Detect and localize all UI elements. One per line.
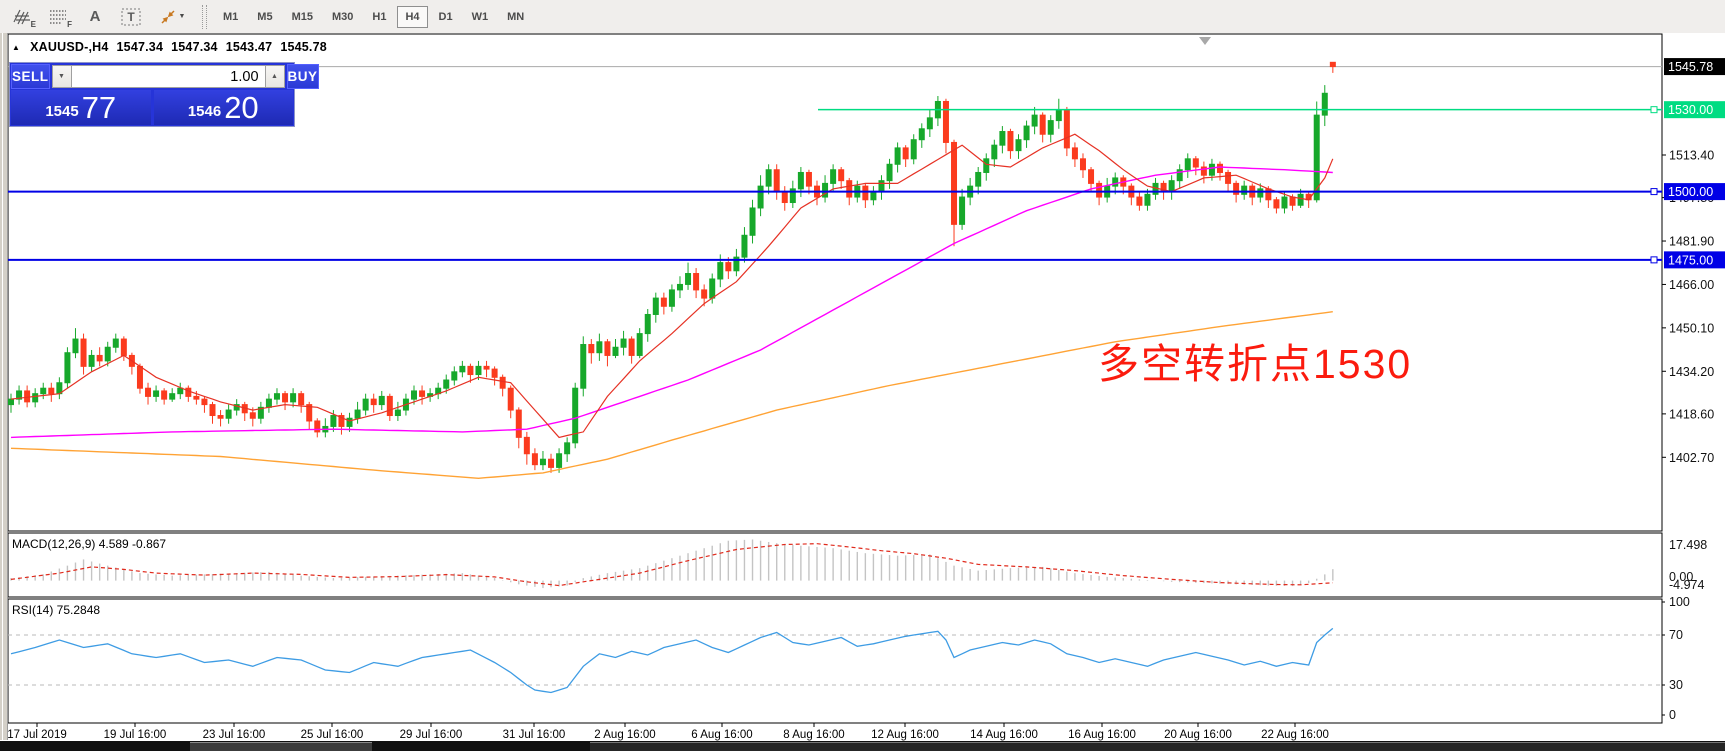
ohlc-low: 1543.47 — [225, 40, 273, 54]
rsi-line[interactable] — [10, 627, 1334, 694]
tab-timeframe-m5[interactable]: M5 — [249, 6, 280, 28]
svg-text:31 Jul 16:00: 31 Jul 16:00 — [503, 729, 566, 741]
sell-price-tile[interactable]: 1545 77 — [11, 90, 151, 125]
experts-icon[interactable]: E — [8, 4, 38, 30]
tab-timeframe-w1[interactable]: W1 — [464, 6, 497, 28]
svg-text:23 Jul 16:00: 23 Jul 16:00 — [203, 729, 266, 741]
ohlc-open: 1547.34 — [116, 40, 164, 54]
window-left-frame — [0, 33, 8, 740]
svg-text:70: 70 — [1669, 628, 1683, 642]
text-label-icon[interactable]: A — [80, 4, 110, 30]
price-level-badge[interactable]: 1500.00 — [1664, 183, 1725, 201]
ma-fast-line[interactable] — [10, 133, 1334, 439]
toolbar-separator — [202, 4, 207, 29]
chevron-down-icon: ▼ — [178, 13, 186, 20]
sell-button[interactable]: SELL — [11, 64, 50, 89]
svg-text:19 Jul 16:00: 19 Jul 16:00 — [104, 729, 167, 741]
svg-text:20 Aug 16:00: 20 Aug 16:00 — [1164, 729, 1232, 741]
macd-histogram[interactable] — [10, 539, 1334, 589]
time-axis[interactable]: 17 Jul 2019 19 Jul 16:00 23 Jul 16:00 25 Ju… — [7, 723, 1329, 741]
svg-text:0.00: 0.00 — [1669, 570, 1693, 584]
chart-text-annotation[interactable]: 多空转折点1530 — [1098, 341, 1413, 387]
svg-text:1545.78: 1545.78 — [1668, 60, 1713, 74]
footprints-icon[interactable]: F — [44, 4, 74, 30]
ohlc-close: 1545.78 — [280, 40, 327, 54]
tab-timeframe-m1[interactable]: M1 — [215, 6, 246, 28]
svg-text:17 Jul 2019: 17 Jul 2019 — [7, 729, 66, 741]
buy-price-pips: 20 — [224, 90, 259, 125]
svg-text:25 Jul 16:00: 25 Jul 16:00 — [301, 729, 364, 741]
svg-text:6 Aug 16:00: 6 Aug 16:00 — [691, 729, 752, 741]
toolbar: E F A T ▼ M1 M5 M15 M30 H1 H4 — [0, 0, 1725, 33]
sell-price-pips: 77 — [81, 90, 117, 125]
text-box-icon[interactable]: T — [116, 4, 146, 30]
price-level-badge[interactable]: 1475.00 — [1664, 251, 1725, 269]
hline-handle[interactable] — [1650, 256, 1658, 264]
macd-label: MACD(12,26,9) 4.589 -0.867 — [12, 537, 167, 551]
bottom-bar-segment — [590, 742, 1725, 751]
svg-text:8 Aug 16:00: 8 Aug 16:00 — [783, 729, 844, 741]
volume-box: ▼ ▲ — [49, 64, 287, 89]
svg-text:1530.00: 1530.00 — [1668, 103, 1713, 117]
tab-timeframe-h4[interactable]: H4 — [397, 5, 428, 28]
symbol-name: XAUUSD-,H4 — [30, 40, 109, 54]
svg-text:1500.00: 1500.00 — [1668, 185, 1713, 199]
buy-price-main: 1546 — [187, 103, 222, 120]
ohlc-high: 1547.34 — [171, 40, 218, 54]
sell-price-main: 1545 — [45, 103, 79, 120]
bottom-bar — [0, 741, 1725, 751]
volume-input[interactable] — [71, 65, 265, 88]
svg-text:2 Aug 16:00: 2 Aug 16:00 — [594, 729, 655, 741]
price-level-badge[interactable]: 1530.00 — [1664, 101, 1725, 119]
svg-text:22 Aug 16:00: 22 Aug 16:00 — [1261, 729, 1329, 741]
svg-text:100: 100 — [1669, 595, 1690, 609]
symbol-ohlc-header: ▲ XAUUSD-,H4 1547.34 1547.34 1543.47 154… — [12, 40, 327, 54]
svg-text:1434.20: 1434.20 — [1669, 365, 1714, 379]
rsi-label: RSI(14) 75.2848 — [12, 603, 101, 617]
chart-shift-marker-icon[interactable] — [1199, 37, 1211, 45]
candles[interactable] — [8, 61, 1336, 473]
hline-handle[interactable] — [1650, 188, 1658, 196]
svg-text:14 Aug 16:00: 14 Aug 16:00 — [970, 729, 1038, 741]
svg-text:T: T — [127, 10, 135, 24]
svg-text:29 Jul 16:00: 29 Jul 16:00 — [400, 729, 463, 741]
volume-increase-button[interactable]: ▲ — [264, 65, 285, 88]
tab-timeframe-mn[interactable]: MN — [499, 6, 532, 28]
tab-timeframe-m15[interactable]: M15 — [284, 6, 321, 28]
svg-text:1513.40: 1513.40 — [1669, 149, 1714, 163]
svg-text:1475.00: 1475.00 — [1668, 253, 1713, 267]
svg-text:12 Aug 16:00: 12 Aug 16:00 — [871, 729, 939, 741]
tab-timeframe-d1[interactable]: D1 — [431, 6, 461, 28]
tab-timeframe-h1[interactable]: H1 — [364, 6, 394, 28]
bottom-bar-segment — [190, 742, 372, 751]
svg-text:1450.10: 1450.10 — [1669, 321, 1714, 335]
svg-text:1481.90: 1481.90 — [1669, 235, 1714, 249]
buy-price-tile[interactable]: 1546 20 — [153, 90, 293, 125]
hline-handle[interactable] — [1650, 106, 1658, 114]
svg-text:0: 0 — [1669, 708, 1676, 722]
macd-signal-line[interactable] — [10, 543, 1333, 587]
svg-text:16 Aug 16:00: 16 Aug 16:00 — [1068, 729, 1136, 741]
buy-button[interactable]: BUY — [286, 64, 319, 89]
svg-text:-4.974: -4.974 — [1669, 578, 1704, 592]
collapse-trade-panel-icon[interactable]: ▲ — [12, 42, 21, 52]
ma-mid-line[interactable] — [10, 166, 1333, 439]
svg-text:1418.60: 1418.60 — [1669, 407, 1714, 421]
arrow-objects-icon[interactable]: ▼ — [152, 4, 192, 30]
ma-slow-line[interactable] — [10, 311, 1333, 480]
svg-text:30: 30 — [1669, 678, 1683, 692]
one-click-trade-panel: SELL ▼ ▲ BUY 1545 77 1546 20 — [9, 62, 319, 127]
current-price-badge[interactable]: 1545.78 — [1664, 58, 1725, 76]
tab-timeframe-m30[interactable]: M30 — [324, 6, 361, 28]
volume-decrease-button[interactable]: ▼ — [51, 65, 72, 88]
svg-text:1402.70: 1402.70 — [1669, 451, 1714, 465]
svg-text:1466.00: 1466.00 — [1669, 278, 1714, 292]
svg-text:17.498: 17.498 — [1669, 538, 1707, 552]
